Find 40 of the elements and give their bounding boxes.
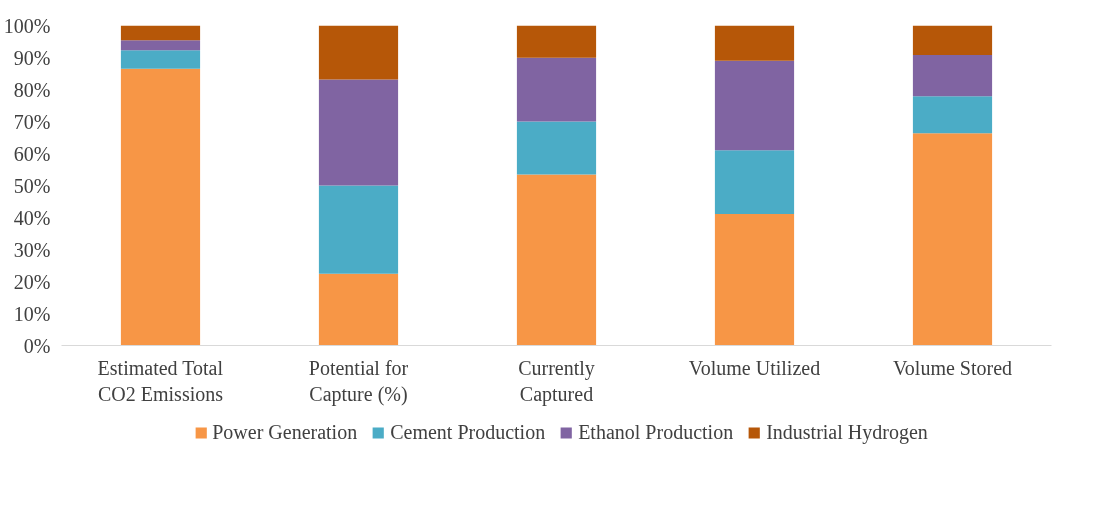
x-tick-label: Volume Stored (892, 356, 1013, 379)
legend-label: Cement Production (390, 420, 546, 444)
bar (714, 25, 795, 61)
y-tick-label: 90% (13, 46, 51, 69)
y-tick-label: 60% (13, 142, 51, 165)
y-tick-label: 50% (13, 174, 51, 197)
y-tick-label: 20% (13, 270, 51, 293)
bar (318, 273, 399, 346)
y-tick-label: 10% (13, 302, 51, 325)
bar (120, 50, 201, 69)
bar (912, 25, 993, 55)
x-tick-label: Estimated Total CO2 Emissions (97, 356, 224, 405)
bar (516, 25, 597, 58)
bar (912, 96, 993, 134)
bar (714, 60, 795, 151)
bar (516, 174, 597, 346)
bar (120, 25, 201, 41)
bar (516, 57, 597, 122)
y-tick-label: 100% (3, 14, 51, 37)
bar (120, 68, 201, 346)
legend-label: Power Generation (212, 420, 358, 444)
y-tick-label: 80% (13, 78, 51, 101)
x-tick-label: Volume Utilized (688, 356, 821, 379)
x-tick-label: Potential for Capture (%) (308, 356, 409, 406)
bar (912, 54, 993, 97)
bar (318, 185, 399, 274)
bar (714, 213, 795, 346)
bar (318, 79, 399, 186)
bar (912, 133, 993, 346)
bar (516, 121, 597, 175)
bar (318, 25, 399, 80)
bar (120, 40, 201, 51)
bar (714, 150, 795, 214)
x-tick-label: Currently Captured (518, 356, 595, 406)
legend-label: Industrial Hydrogen (766, 420, 928, 444)
y-tick-label: 70% (13, 110, 51, 133)
y-tick-label: 0% (23, 334, 51, 357)
y-tick-label: 30% (13, 238, 51, 261)
legend-label: Ethanol Production (578, 420, 734, 444)
y-tick-label: 40% (13, 206, 51, 229)
